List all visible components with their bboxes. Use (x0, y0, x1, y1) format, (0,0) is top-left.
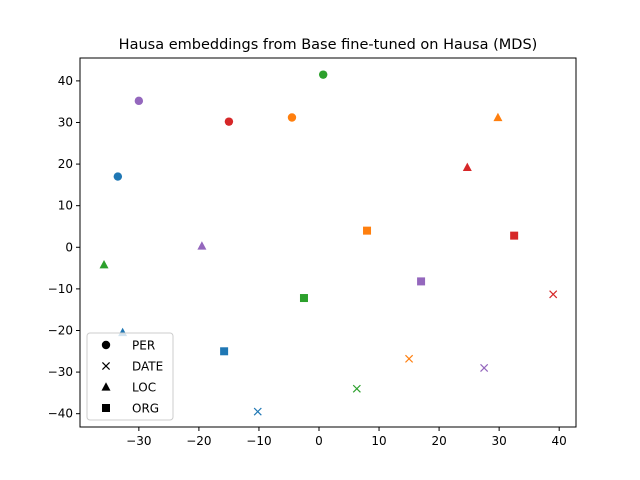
data-points (99, 70, 558, 416)
y-tick-label: 30 (58, 115, 73, 129)
y-tick-label: −30 (48, 365, 73, 379)
x-marker-stroke (352, 384, 361, 393)
data-point-square (510, 231, 519, 240)
data-point-square (363, 226, 372, 235)
y-tick-label: 0 (65, 240, 73, 254)
x-tick-label: 0 (315, 434, 323, 448)
legend-label: ORG (132, 402, 159, 416)
x-tick-label: −20 (186, 434, 211, 448)
x-tick-label: −10 (246, 434, 271, 448)
legend: PER DATE LOC ORG (86, 332, 174, 421)
x-marker-stroke (253, 407, 262, 416)
x-marker-stroke (405, 354, 414, 363)
data-point-circle (224, 117, 234, 126)
data-point-triangle (462, 162, 472, 172)
axes-frame (79, 57, 577, 428)
data-point-x (405, 354, 414, 363)
y-tick-label: 40 (58, 74, 73, 88)
y-tick-label: −20 (48, 323, 73, 337)
legend-marker-x (101, 361, 111, 371)
x-marker-stroke (549, 290, 558, 299)
data-point-triangle (99, 259, 109, 269)
data-point-circle (113, 172, 123, 181)
x-tick-label: 30 (491, 434, 506, 448)
data-point-circle (134, 96, 144, 106)
data-point-triangle (493, 112, 503, 122)
legend-label: PER (132, 339, 155, 353)
data-point-square (417, 277, 426, 286)
y-tick-label: −40 (48, 407, 73, 421)
data-point-x (253, 407, 262, 416)
chart-title: Hausa embeddings from Base fine-tuned on… (119, 37, 538, 53)
legend-label: LOC (132, 381, 156, 395)
legend-label: DATE (132, 360, 163, 374)
data-point-square (299, 294, 308, 303)
y-tick-label: 10 (58, 199, 73, 213)
y-tick-label: 20 (58, 157, 73, 171)
data-point-triangle (197, 241, 207, 250)
data-point-x (480, 363, 489, 372)
x-tick-label: 10 (371, 434, 386, 448)
x-marker-stroke (101, 361, 111, 371)
x-tick-label: 20 (431, 434, 446, 448)
legend-marker-triangle (101, 382, 111, 391)
data-point-square (220, 347, 229, 356)
data-point-circle (287, 113, 297, 122)
legend-marker-square (102, 404, 110, 412)
data-point-x (352, 384, 361, 393)
legend-box (86, 332, 174, 421)
axis-ticks: −30 −20 −10 0 10 20 30 40 −40 −30 −20 −10 0 10 20 30 40 (48, 74, 567, 448)
x-marker-stroke (480, 363, 489, 372)
y-tick-label: −10 (48, 282, 73, 296)
legend-marker-circle (101, 340, 111, 350)
data-point-circle (318, 70, 328, 79)
x-tick-label: 40 (552, 434, 567, 448)
data-point-x (549, 290, 558, 299)
x-tick-label: −30 (126, 434, 151, 448)
